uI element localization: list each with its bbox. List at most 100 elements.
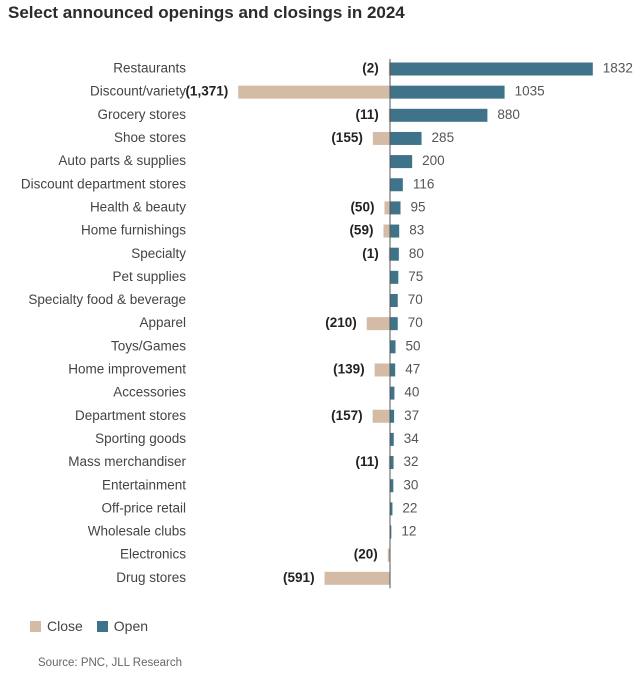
category-label: Drug stores — [116, 570, 186, 585]
value-label-open: 80 — [409, 246, 424, 261]
category-label: Grocery stores — [97, 107, 186, 122]
bar-open — [390, 409, 395, 423]
value-label-open: 83 — [409, 223, 424, 238]
value-label-close: (1) — [362, 246, 379, 261]
bar-close — [388, 62, 390, 76]
value-label-open: 50 — [406, 338, 421, 353]
value-label-open: 37 — [404, 408, 419, 423]
bar-close — [388, 108, 390, 122]
bar-close — [366, 317, 390, 331]
bar-open — [390, 432, 394, 446]
value-label-close: (1,371) — [185, 84, 228, 99]
category-label: Entertainment — [102, 477, 186, 492]
bar-open — [390, 85, 505, 99]
value-label-close: (20) — [354, 547, 378, 562]
bar-open — [390, 270, 399, 284]
bar-open — [390, 317, 398, 331]
bar-close — [372, 131, 390, 145]
value-label-open: 95 — [411, 199, 426, 214]
value-label-open: 32 — [404, 454, 419, 469]
value-label-close: (139) — [333, 362, 365, 377]
value-label-open: 285 — [432, 130, 455, 145]
bar-close — [383, 224, 390, 238]
bar-open — [390, 108, 488, 122]
bar-open — [390, 502, 393, 516]
category-label: Auto parts & supplies — [58, 153, 186, 168]
bar-open — [390, 224, 400, 238]
bar-close — [384, 201, 390, 215]
value-label-open: 70 — [408, 315, 423, 330]
category-label: Accessories — [113, 385, 186, 400]
bar-open — [390, 479, 394, 493]
bar-close — [387, 548, 390, 562]
category-label: Sporting goods — [95, 431, 186, 446]
category-label: Electronics — [120, 547, 186, 562]
bar-close — [372, 409, 390, 423]
category-label: Specialty — [131, 246, 186, 261]
category-label: Discount/variety — [90, 84, 186, 99]
source-note: Source: PNC, JLL Research — [38, 657, 183, 669]
value-label-open: 22 — [402, 500, 417, 515]
value-label-open: 47 — [405, 362, 420, 377]
value-label-close: (11) — [356, 454, 379, 469]
category-label: Home improvement — [68, 362, 186, 377]
value-label-open: 116 — [413, 176, 435, 191]
bar-open — [390, 201, 401, 215]
value-label-open: 1832 — [603, 61, 633, 76]
value-label-open: 70 — [408, 292, 423, 307]
value-label-close: (50) — [350, 199, 374, 214]
category-label: Wholesale clubs — [88, 524, 187, 539]
value-label-open: 12 — [401, 524, 416, 539]
value-label-open: 200 — [422, 153, 445, 168]
bar-open — [390, 62, 593, 76]
category-label: Home furnishings — [81, 223, 186, 238]
legend-item-open: Open — [96, 618, 149, 634]
legend-swatch-open — [96, 620, 108, 632]
legend: Close Open — [30, 618, 162, 634]
value-label-open: 1035 — [515, 84, 545, 99]
value-label-open: 880 — [497, 107, 520, 122]
bar-open — [390, 294, 398, 307]
chart-title: Select announced openings and closings i… — [8, 3, 405, 22]
bar-open — [390, 363, 396, 377]
bar-open — [390, 247, 399, 261]
value-label-close: (155) — [331, 130, 363, 145]
category-label: Restaurants — [113, 61, 186, 76]
bar-open — [390, 155, 413, 169]
legend-label-open: Open — [113, 618, 149, 634]
bar-open — [390, 340, 396, 354]
category-label: Mass merchandiser — [68, 454, 186, 469]
category-label: Pet supplies — [112, 269, 186, 284]
category-label: Specialty food & beverage — [28, 292, 186, 307]
value-label-close: (11) — [356, 107, 379, 122]
value-label-close: (591) — [283, 570, 315, 585]
bar-chart: Restaurants 1832 (2) Discount/variety 1035 (1… — [21, 59, 633, 589]
value-label-open: 34 — [404, 431, 420, 446]
bar-close — [374, 363, 390, 377]
value-label-open: 40 — [404, 385, 419, 400]
bar-open — [390, 386, 395, 400]
category-label: Off-price retail — [101, 500, 186, 515]
legend-item-close: Close — [30, 618, 83, 634]
category-label: Toys/Games — [111, 338, 186, 353]
bar-close — [388, 247, 390, 261]
category-label: Department stores — [75, 408, 186, 423]
value-label-close: (59) — [349, 223, 373, 238]
bar-open — [390, 178, 403, 192]
category-label: Shoe stores — [114, 130, 186, 145]
bar-close — [324, 571, 390, 585]
value-label-close: (2) — [362, 61, 379, 76]
bar-open — [390, 131, 422, 145]
category-label: Discount department stores — [21, 176, 186, 191]
value-label-close: (210) — [325, 315, 357, 330]
value-label-open: 75 — [408, 269, 423, 284]
category-label: Health & beauty — [90, 199, 186, 214]
value-label-close: (157) — [331, 408, 363, 423]
legend-swatch-close — [30, 620, 41, 632]
legend-label-close: Close — [47, 618, 83, 634]
bar-open — [390, 456, 394, 470]
bar-open — [390, 525, 392, 539]
category-label: Apparel — [139, 315, 186, 330]
bar-close — [238, 85, 390, 99]
value-label-open: 30 — [403, 477, 418, 492]
